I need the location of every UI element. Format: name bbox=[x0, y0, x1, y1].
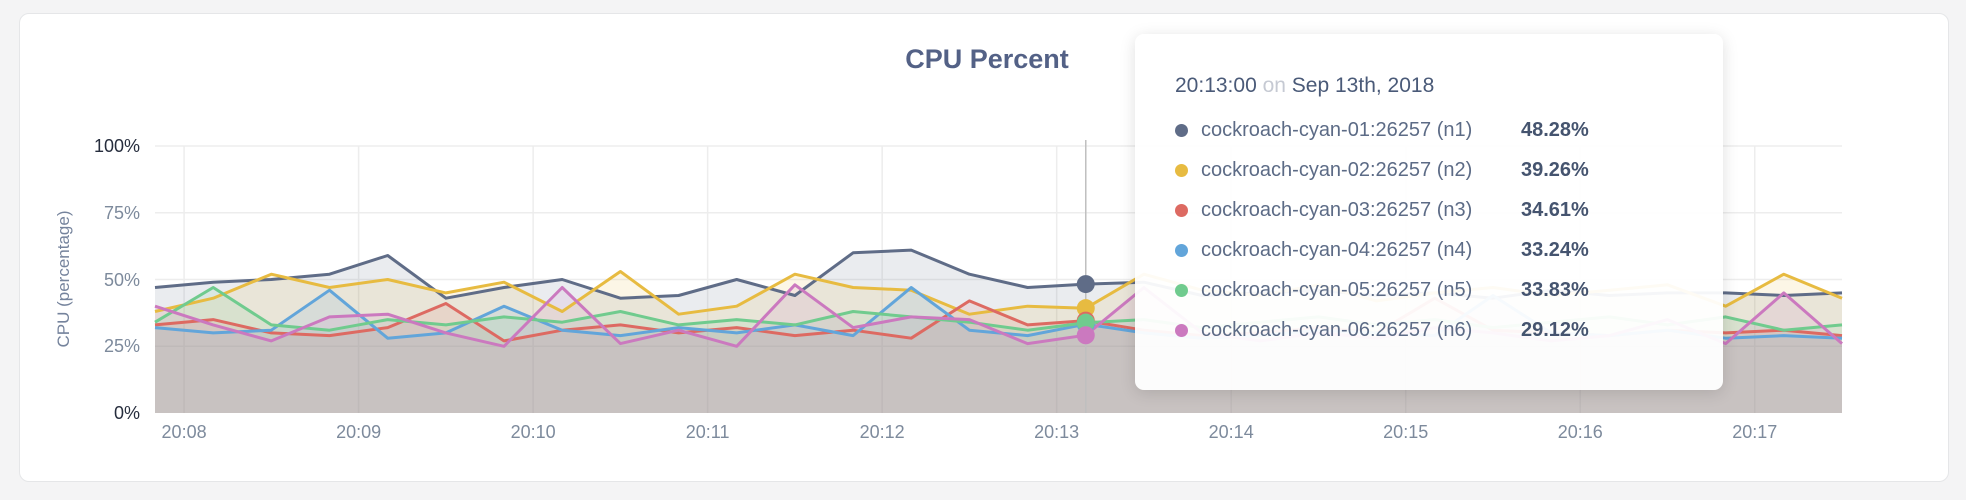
tooltip-row: cockroach-cyan-06:26257 (n6) 29.12% bbox=[1175, 310, 1687, 350]
x-tick-label: 20:14 bbox=[1208, 422, 1254, 442]
tooltip-time: 20:13:00 bbox=[1175, 74, 1257, 97]
y-tick-label: 75% bbox=[103, 202, 140, 223]
chart-title: CPU Percent bbox=[905, 44, 1069, 74]
tooltip-row: cockroach-cyan-05:26257 (n5) 33.83% bbox=[1175, 270, 1687, 310]
x-tick-label: 20:08 bbox=[161, 422, 207, 442]
series-dot-icon bbox=[1175, 123, 1188, 137]
series-dot-icon bbox=[1175, 323, 1188, 337]
series-dot-icon bbox=[1175, 243, 1188, 257]
series-label: cockroach-cyan-03:26257 (n3) bbox=[1201, 198, 1473, 221]
series-value: 29.12% bbox=[1521, 318, 1589, 341]
series-dot-icon bbox=[1175, 283, 1188, 297]
x-tick-label: 20:13 bbox=[1034, 422, 1080, 442]
x-tick-label: 20:12 bbox=[859, 422, 905, 442]
tooltip-row: cockroach-cyan-01:26257 (n1) 48.28% bbox=[1175, 110, 1687, 150]
tooltip-row: cockroach-cyan-03:26257 (n3) 34.61% bbox=[1175, 190, 1687, 230]
series-label: cockroach-cyan-04:26257 (n4) bbox=[1201, 238, 1473, 261]
tooltip-row: cockroach-cyan-04:26257 (n4) 33.24% bbox=[1175, 230, 1687, 270]
series-value: 48.28% bbox=[1521, 118, 1589, 141]
x-tick-label: 20:11 bbox=[685, 422, 730, 442]
x-tick-label: 20:10 bbox=[510, 422, 556, 442]
x-tick-label: 20:17 bbox=[1732, 422, 1778, 442]
hover-tooltip: 20:13:00 on Sep 13th, 2018 cockroach-cya… bbox=[1135, 34, 1723, 390]
series-value: 33.83% bbox=[1521, 278, 1589, 301]
series-label: cockroach-cyan-02:26257 (n2) bbox=[1201, 158, 1473, 181]
series-dot-icon bbox=[1175, 203, 1188, 217]
y-tick-label: 0% bbox=[113, 403, 140, 423]
y-tick-label: 100% bbox=[93, 136, 140, 156]
tooltip-header: 20:13:00 on Sep 13th, 2018 bbox=[1175, 74, 1687, 98]
tooltip-on-word: on bbox=[1262, 74, 1286, 97]
y-tick-label: 25% bbox=[103, 336, 140, 357]
x-tick-label: 20:16 bbox=[1557, 422, 1603, 442]
x-tick-label: 20:09 bbox=[336, 422, 382, 442]
series-label: cockroach-cyan-01:26257 (n1) bbox=[1201, 118, 1473, 141]
series-label: cockroach-cyan-05:26257 (n5) bbox=[1201, 278, 1473, 301]
tooltip-date: Sep 13th, 2018 bbox=[1291, 74, 1435, 97]
series-value: 33.24% bbox=[1521, 238, 1589, 261]
series-value: 34.61% bbox=[1521, 198, 1589, 221]
series-dot-icon bbox=[1175, 163, 1188, 177]
tooltip-row: cockroach-cyan-02:26257 (n2) 39.26% bbox=[1175, 150, 1687, 190]
x-tick-label: 20:15 bbox=[1383, 422, 1429, 442]
y-tick-label: 50% bbox=[103, 269, 140, 290]
series-value: 39.26% bbox=[1521, 158, 1589, 181]
series-label: cockroach-cyan-06:26257 (n6) bbox=[1201, 318, 1473, 341]
